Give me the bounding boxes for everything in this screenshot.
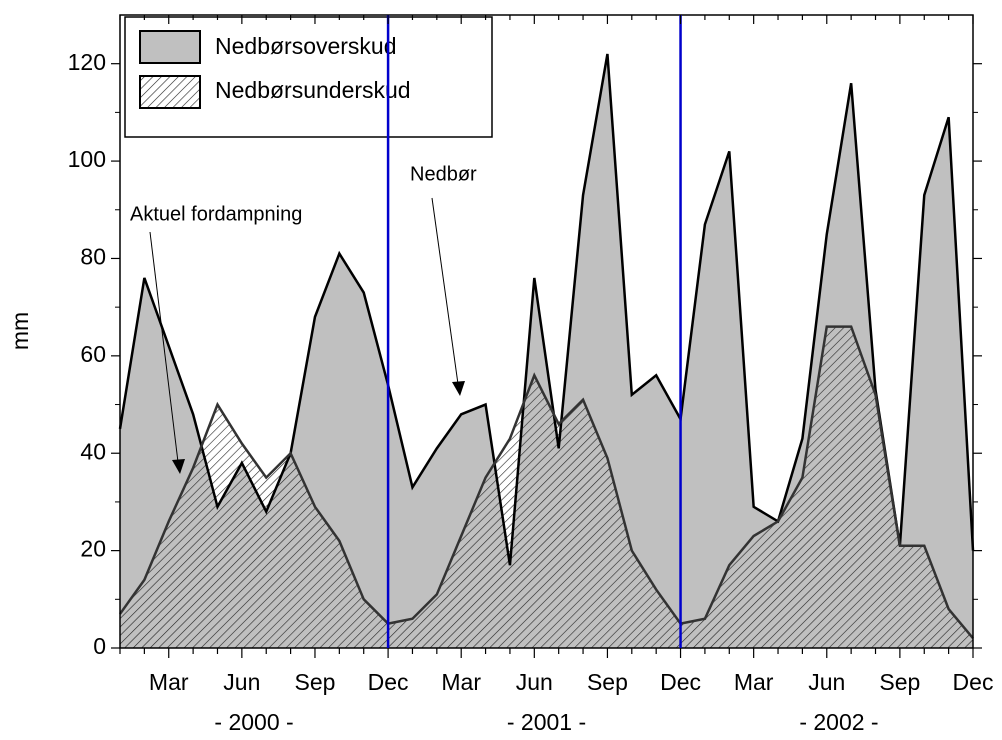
y-tick-label: 60: [80, 341, 106, 367]
arrow-head: [452, 381, 465, 396]
evap-line: [118, 325, 974, 640]
plot-area: [118, 53, 975, 648]
y-tick-label: 20: [80, 536, 106, 562]
year-label: - 2000 -: [214, 709, 293, 735]
x-tick-label: Dec: [953, 669, 994, 695]
precip-line: [118, 53, 975, 566]
legend: Nedbørsoverskud Nedbørsunderskud: [124, 16, 493, 138]
x-tick-label: Jun: [516, 669, 553, 695]
legend-label: Nedbørsunderskud: [215, 77, 411, 103]
x-tick-label: Dec: [660, 669, 701, 695]
annotation-arrow: [149, 231, 179, 463]
x-tick-label: Mar: [441, 669, 481, 695]
annotation: Aktuel fordampning: [130, 203, 302, 225]
legend-label: Nedbørsoverskud: [215, 33, 397, 59]
y-tick-label: 80: [80, 244, 106, 270]
y-axis-label: mm: [7, 312, 33, 350]
x-tick-label: Mar: [149, 669, 189, 695]
x-tick-label: Dec: [368, 669, 409, 695]
year-label: - 2001 -: [507, 709, 586, 735]
y-tick-label: 0: [93, 633, 106, 659]
x-tick-label: Sep: [295, 669, 336, 695]
precip-area: [120, 53, 973, 648]
annotation-arrow: [431, 197, 459, 385]
evap-area: [120, 326, 973, 648]
arrow-head: [172, 459, 185, 474]
plot-frame: [119, 14, 974, 649]
x-tick-label: Mar: [734, 669, 774, 695]
year-label: - 2002 -: [799, 709, 878, 735]
annotation: Nedbør: [410, 163, 477, 185]
x-tick-label: Jun: [223, 669, 260, 695]
legend-swatch: [139, 75, 201, 109]
legend-swatch: [139, 30, 201, 64]
y-tick-label: 40: [80, 438, 106, 464]
x-tick-label: Sep: [879, 669, 920, 695]
y-tick-label: 100: [68, 146, 106, 172]
y-tick-label: 120: [68, 49, 106, 75]
x-tick-label: Jun: [808, 669, 845, 695]
x-tick-label: Sep: [587, 669, 628, 695]
